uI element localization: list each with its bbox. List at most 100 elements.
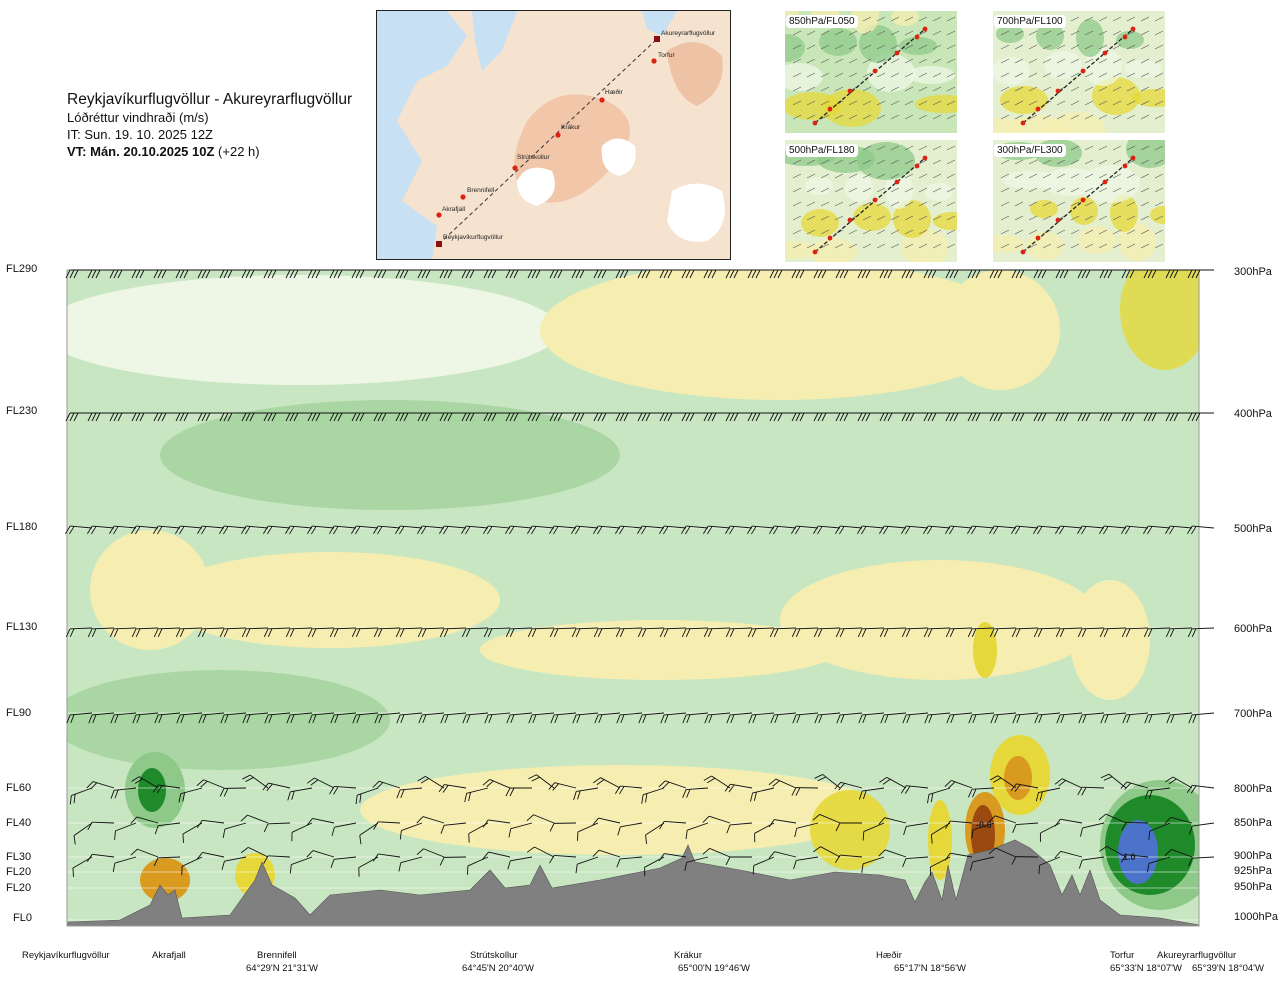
inset-wind-arrow: [1126, 229, 1136, 235]
inset-wind-arrow: [946, 86, 956, 92]
inset-waypoint: [847, 217, 853, 223]
wind-barb: [527, 627, 555, 638]
inset-wind-arrow: [1154, 72, 1164, 78]
wind-barb: [307, 627, 335, 638]
wind-barb: [416, 848, 445, 858]
wind-barb: [87, 627, 115, 638]
wind-barb: [1166, 712, 1193, 724]
inset-wind-arrow: [834, 215, 844, 221]
inset-wind-arrow: [1070, 243, 1080, 249]
inset-waypoint: [847, 88, 853, 94]
wind-barb: [835, 627, 863, 638]
wind-barb: [373, 269, 400, 279]
wind-barb: [593, 412, 620, 422]
inset-wind-arrow: [1084, 201, 1094, 207]
wind-barb: [1120, 781, 1149, 790]
wind-barb: [770, 712, 797, 724]
wind-barb: [87, 525, 115, 535]
inset-wind-arrow: [792, 229, 802, 235]
terrain-profile: [66, 839, 1200, 927]
inset-wind-arrow: [1042, 58, 1052, 64]
waypoint-marker-brennifell: [460, 194, 466, 200]
inset-wind-arrow: [918, 215, 928, 221]
wind-barb: [1164, 849, 1193, 858]
wind-barb: [131, 412, 158, 422]
wind-barb: [263, 822, 291, 833]
wind-barb: [616, 712, 643, 724]
inset-wind-arrow: [1028, 187, 1038, 193]
wind-barb: [109, 525, 137, 535]
field-region-strong-up: [1004, 756, 1032, 800]
fl-label: FL230: [6, 405, 38, 417]
inset-wind-arrow: [1140, 72, 1150, 78]
wind-barb: [1144, 712, 1171, 724]
wind-barb: [1080, 822, 1105, 837]
wind-barb: [681, 269, 708, 279]
wind-barb: [69, 787, 93, 805]
wind-barb: [658, 853, 687, 862]
wind-barb: [791, 787, 819, 796]
station-label: Akureyrarflugvöllur: [1157, 950, 1237, 961]
wind-barb: [291, 822, 313, 842]
wind-barb: [399, 822, 423, 840]
wind-barb: [66, 712, 93, 724]
inset-wind-arrow: [1140, 145, 1150, 151]
inset-wind-arrow: [946, 187, 956, 193]
inset-wind-arrow: [862, 44, 872, 50]
wind-barb: [439, 856, 467, 866]
wind-barb: [1033, 627, 1061, 638]
inset-wind-arrow: [1070, 215, 1080, 221]
inset-700hpa-label: 700hPa/FL100: [994, 15, 1066, 28]
inset-wind-arrow: [1028, 215, 1038, 221]
inset-wind-arrow: [862, 86, 872, 92]
wind-barb: [593, 525, 621, 535]
wind-barb: [285, 627, 313, 638]
inset-wind-arrow: [820, 173, 830, 179]
inset-wind-arrow: [1056, 114, 1066, 120]
inset-waypoint: [812, 249, 818, 255]
inset-wind-arrow: [876, 145, 886, 151]
wind-barb: [112, 856, 137, 872]
inset-wind-arrow: [820, 86, 830, 92]
wind-barb: [1188, 712, 1215, 724]
inset-wind-arrow: [1126, 159, 1136, 165]
wind-barb: [988, 847, 1017, 858]
waypoint-marker-haedir: [599, 97, 605, 103]
wind-barb: [791, 525, 819, 535]
inset-wind-arrow: [876, 58, 886, 64]
inset-waypoint: [1102, 179, 1108, 185]
inset-wind-arrow: [1126, 58, 1136, 64]
fl-label: FL90: [6, 707, 32, 719]
wind-barb: [1099, 845, 1127, 858]
wind-barb: [330, 856, 357, 868]
map-label-strutskollur: Strútskollur: [517, 154, 550, 161]
inset-300hpa: 300hPa/FL300: [993, 140, 1165, 262]
inset-wind-arrow: [834, 173, 844, 179]
inset-wind-arrow: [862, 16, 872, 22]
wind-barb: [241, 525, 269, 535]
waypoint-marker-reykjavik: [436, 241, 442, 247]
hpa-label: 600hPa: [1234, 623, 1272, 635]
wind-barb: [1033, 525, 1061, 535]
inset-wind-arrow: [1126, 86, 1136, 92]
inset-wind-arrow: [932, 243, 942, 249]
inset-wind-arrow: [848, 201, 858, 207]
inset-wind-arrow: [1084, 215, 1094, 221]
inset-waypoint: [827, 235, 833, 241]
inset-wind-arrow: [848, 173, 858, 179]
wind-barb: [549, 412, 576, 422]
inset-wind-arrow: [820, 187, 830, 193]
wind-barb: [857, 627, 885, 638]
wind-barb: [263, 855, 291, 864]
wind-barb: [879, 269, 906, 279]
wind-barb: [483, 412, 510, 422]
wind-barb: [196, 779, 225, 789]
inset-wind-arrow: [1140, 16, 1150, 22]
wind-barb: [306, 777, 335, 789]
inset-wind-arrow: [820, 229, 830, 235]
wind-barb: [572, 712, 599, 724]
inset-wind-arrow: [1126, 215, 1136, 221]
inset-wind-arrow: [806, 159, 816, 165]
inset-wind-arrow: [820, 114, 830, 120]
wind-barb: [483, 269, 510, 279]
